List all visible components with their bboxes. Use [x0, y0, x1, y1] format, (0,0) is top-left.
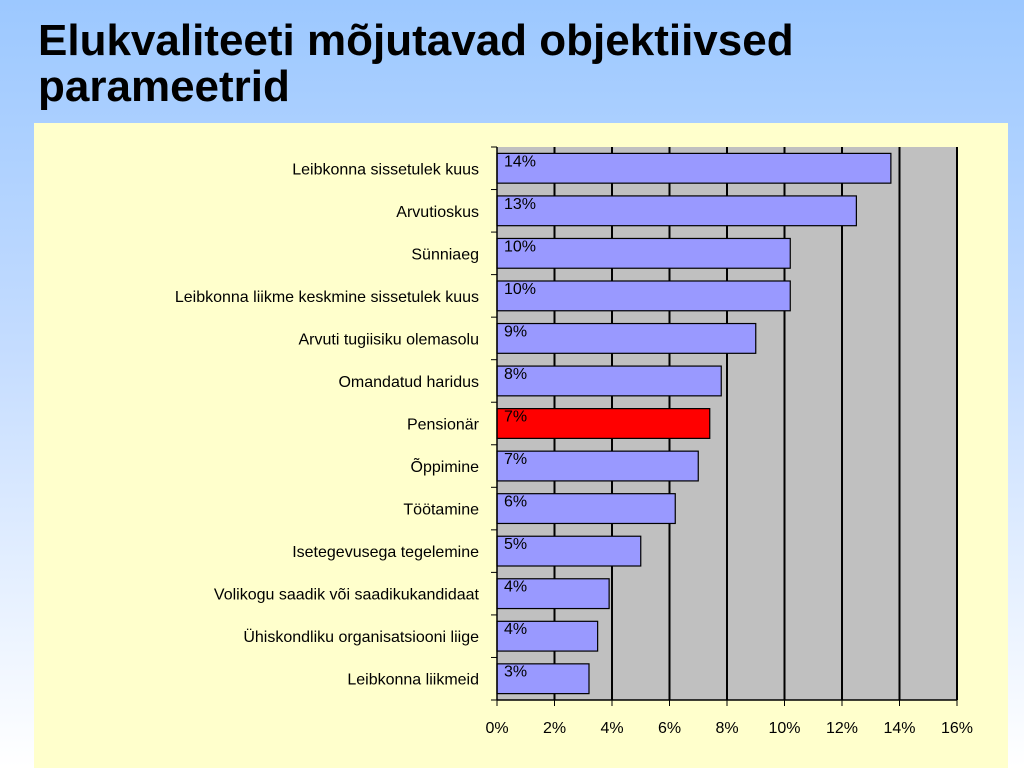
bar-chart: 14% Leibkonna sissetulek kuus 13% Arvutiosk… [175, 146, 973, 737]
slide-title: Elukvaliteeti mõjutavad objektiivsed par… [38, 16, 794, 111]
category-label: Ühiskondliku organisatsiooni liige [243, 628, 479, 646]
category-label: Isetegevusega tegelemine [292, 544, 479, 561]
x-tick-label: 10% [768, 720, 800, 737]
category-label: Õppimine [411, 456, 480, 476]
category-label: Arvuti tugiisiku olemasolu [298, 331, 479, 348]
category-label: Leibkonna liikmeid [347, 672, 479, 689]
x-tick-label: 4% [600, 720, 623, 737]
data-label: 13% [504, 196, 536, 213]
bar [496, 322, 757, 354]
bar [496, 408, 711, 439]
category-label: Pensionär [407, 417, 480, 434]
x-tick-label: 0% [485, 720, 508, 737]
category-label: Töötamine [403, 502, 479, 519]
data-label: 10% [504, 281, 536, 298]
data-label: 5% [504, 536, 527, 553]
data-label: 6% [504, 494, 527, 511]
chart-panel: 14% Leibkonna sissetulek kuus 13% Arvutiosk… [34, 123, 1008, 768]
data-label: 14% [504, 153, 536, 170]
data-label: 3% [504, 664, 527, 681]
category-label: Leibkonna sissetulek kuus [292, 161, 479, 178]
category-label: Omandatud haridus [338, 374, 479, 391]
bar [496, 280, 791, 312]
data-label: 4% [504, 579, 527, 596]
category-label: Arvutioskus [396, 204, 479, 221]
x-tick-label: 12% [826, 720, 858, 737]
bar [496, 663, 590, 695]
bar [496, 365, 722, 397]
x-tick-label: 6% [658, 720, 681, 737]
labels: 14% Leibkonna sissetulek kuus 13% Arvutiosk… [175, 153, 973, 737]
category-label: Leibkonna liikme keskmine sissetulek kuu… [175, 289, 479, 306]
axes [491, 146, 958, 706]
data-label: 10% [504, 238, 536, 255]
bar [496, 237, 791, 269]
data-label: 8% [504, 366, 527, 383]
data-label: 7% [504, 409, 527, 426]
x-tick-label: 8% [715, 720, 738, 737]
bar [496, 493, 676, 525]
x-tick-label: 16% [941, 720, 973, 737]
bar [496, 152, 892, 184]
x-tick-label: 2% [543, 720, 566, 737]
data-label: 9% [504, 323, 527, 340]
category-label: Volikogu saadik või saadikukandidaat [214, 587, 480, 604]
category-label: Sünniaeg [411, 246, 479, 263]
data-label: 4% [504, 621, 527, 638]
bar [496, 620, 599, 652]
bar [496, 450, 699, 482]
bar [496, 535, 642, 567]
bar [496, 195, 857, 227]
x-tick-label: 14% [883, 720, 915, 737]
data-label: 7% [504, 451, 527, 468]
